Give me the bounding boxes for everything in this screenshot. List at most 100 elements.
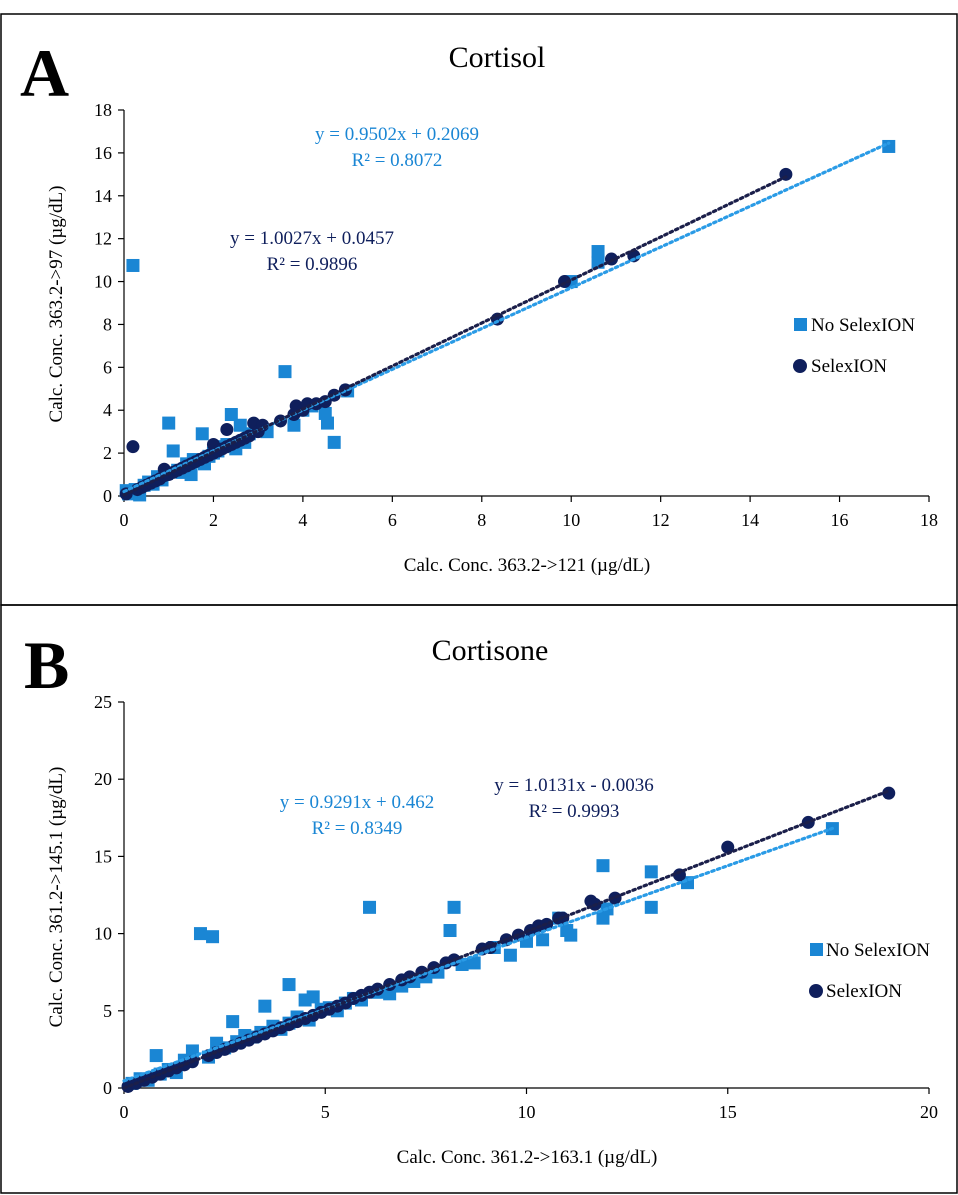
panel-b-y-axis-label: Calc. Conc. 361.2->145.1 (µg/dL) xyxy=(46,767,67,1028)
panel-b-frame xyxy=(0,604,958,1194)
panel-b-point-no-selexion xyxy=(185,1044,199,1058)
panel-b-x-tick-label: 15 xyxy=(719,1102,737,1122)
panel-a-x-tick-label: 12 xyxy=(652,510,670,530)
panel-b-x-tick-label: 10 xyxy=(518,1102,536,1122)
panel-b-point-no-selexion xyxy=(363,900,377,914)
panel-b-y-tick-label: 15 xyxy=(94,846,112,866)
panel-a-y-tick-label: 2 xyxy=(103,443,112,463)
panel-a-legend-marker-selexion xyxy=(793,359,807,373)
panel-a-x-tick-label: 18 xyxy=(920,510,938,530)
panel-a-legend: No SelexION SelexION xyxy=(793,315,915,377)
panel-b-point-no-selexion xyxy=(258,999,272,1013)
panel-b-no-selexion-equation: y = 0.9291x + 0.462 xyxy=(280,792,434,813)
panel-b-point-selexion xyxy=(882,786,896,800)
panel-a-x-tick-label: 0 xyxy=(120,510,129,530)
panel-b-legend: No SelexION SelexION xyxy=(809,940,930,1002)
panel-b-selexion-equation: y = 1.0131x - 0.0036 xyxy=(494,775,654,796)
panel-a-no-selexion-r2: R² = 0.8072 xyxy=(352,150,443,171)
panel-a-x-tick-label: 10 xyxy=(562,510,580,530)
panel-b-point-no-selexion xyxy=(644,865,658,879)
panel-a-x-tick-label: 16 xyxy=(831,510,849,530)
panel-a-y-tick-label: 10 xyxy=(94,272,112,292)
panel-b-title: Cortisone xyxy=(432,634,549,667)
panel-a-point-no-selexion xyxy=(166,444,180,458)
panel-b-x-tick-label: 5 xyxy=(321,1102,330,1122)
panel-b-point-no-selexion xyxy=(467,956,481,970)
panel-a-y-tick-label: 4 xyxy=(103,400,112,420)
panel-a-point-selexion xyxy=(220,423,234,437)
panel-a-y-tick-label: 0 xyxy=(103,486,112,506)
panel-b-point-no-selexion xyxy=(149,1049,163,1063)
panel-a-trendline-selexion xyxy=(122,175,788,497)
panel-a-x-tick-label: 2 xyxy=(209,510,218,530)
panel-b-point-no-selexion xyxy=(564,928,578,942)
panel-b-selexion-r2: R² = 0.9993 xyxy=(529,801,620,822)
panel-b-trendline-selexion xyxy=(122,789,891,1090)
panel-a-point-no-selexion xyxy=(591,245,605,259)
panel-a-point-no-selexion xyxy=(162,416,176,430)
panel-a-x-axis-label: Calc. Conc. 363.2->121 (µg/dL) xyxy=(404,555,650,576)
panel-a-point-no-selexion xyxy=(278,365,292,379)
panel-b-y-tick-label: 0 xyxy=(103,1078,112,1098)
panel-b-letter: B xyxy=(24,627,69,703)
panel-b-point-no-selexion xyxy=(226,1015,240,1029)
panel-b-point-no-selexion xyxy=(503,948,517,962)
panel-b-legend-label-no-selexion: No SelexION xyxy=(826,940,930,961)
panel-a-y-tick-label: 6 xyxy=(103,357,112,377)
panel-b-point-no-selexion xyxy=(596,859,610,873)
panel-b-point-no-selexion xyxy=(206,930,220,944)
panel-b-y-tick-label: 25 xyxy=(94,692,112,712)
panel-b-y-tick-label: 20 xyxy=(94,769,112,789)
panel-a-legend-marker-no-selexion xyxy=(794,318,807,331)
panel-a-legend-label-no-selexion: No SelexION xyxy=(811,315,915,336)
panel-b-no-selexion-r2: R² = 0.8349 xyxy=(312,818,403,839)
panel-b-legend-label-selexion: SelexION xyxy=(826,981,902,1002)
panel-a-point-no-selexion xyxy=(287,418,301,432)
panel-b-plot: 0 5 10 15 20 0 5 10 15 20 25 xyxy=(94,692,938,1122)
panel-a-no-selexion-equation: y = 0.9502x + 0.2069 xyxy=(315,124,479,145)
panel-b-point-no-selexion xyxy=(536,933,550,947)
panel-b-legend-marker-no-selexion xyxy=(810,943,823,956)
panel-a-y-tick-label: 12 xyxy=(94,229,112,249)
panel-a-plot: 0 2 4 6 8 10 12 14 16 18 0 2 4 6 8 10 12 14 16 18 xyxy=(94,100,938,530)
panel-a-x-tick-label: 14 xyxy=(741,510,759,530)
panel-a-y-tick-label: 16 xyxy=(94,143,112,163)
panel-b-point-no-selexion xyxy=(443,924,457,938)
panel-b-x-axis-label: Calc. Conc. 361.2->163.1 (µg/dL) xyxy=(397,1147,658,1168)
panel-a-x-tick-label: 8 xyxy=(477,510,486,530)
panel-b-x-tick-label: 20 xyxy=(920,1102,938,1122)
panel-b-point-no-selexion xyxy=(447,900,461,914)
panel-a-selexion-r2: R² = 0.9896 xyxy=(267,254,358,275)
panel-b-y-tick-label: 10 xyxy=(94,924,112,944)
panel-b-point-no-selexion xyxy=(644,900,658,914)
panel-b-x-tick-label: 0 xyxy=(120,1102,129,1122)
panel-a-legend-label-selexion: SelexION xyxy=(811,356,887,377)
panel-a-point-selexion xyxy=(126,440,140,454)
panel-a-x-tick-label: 6 xyxy=(388,510,397,530)
panel-b-point-no-selexion xyxy=(282,978,296,992)
panel-a-point-no-selexion xyxy=(320,416,334,430)
panel-a-point-no-selexion xyxy=(224,408,238,422)
panel-a-point-no-selexion xyxy=(327,435,341,449)
panel-a-y-tick-label: 14 xyxy=(94,186,112,206)
panel-a-point-no-selexion xyxy=(195,427,209,441)
panel-b-point-no-selexion xyxy=(193,927,207,941)
panel-a-y-axis-label: Calc. Conc. 363.2->97 (µg/dL) xyxy=(46,186,67,423)
panel-b-point-no-selexion xyxy=(383,987,397,1001)
panel-a-x-tick-label: 4 xyxy=(298,510,307,530)
panel-a: A Cortisol 0 2 4 6 8 10 12 14 16 18 0 2 4 6 8 10 12 14 16 1… xyxy=(0,13,958,606)
panel-b-trendline-no-selexion xyxy=(122,826,835,1083)
panel-a-letter: A xyxy=(20,35,69,111)
panel-a-y-tick-label: 18 xyxy=(94,100,112,120)
panel-b-y-tick-label: 5 xyxy=(103,1001,112,1021)
panel-b-point-selexion xyxy=(721,840,735,854)
panel-b-point-no-selexion xyxy=(306,990,320,1004)
panel-b-legend-marker-selexion xyxy=(809,984,823,998)
panel-a-title: Cortisol xyxy=(449,41,546,74)
panel-b: B Cortisone 0 5 10 15 20 0 5 10 15 20 25 Calc. Con… xyxy=(0,604,958,1194)
panel-a-selexion-equation: y = 1.0027x + 0.0457 xyxy=(230,228,394,249)
panel-a-y-tick-label: 8 xyxy=(103,314,112,334)
panel-a-point-no-selexion xyxy=(126,258,140,272)
